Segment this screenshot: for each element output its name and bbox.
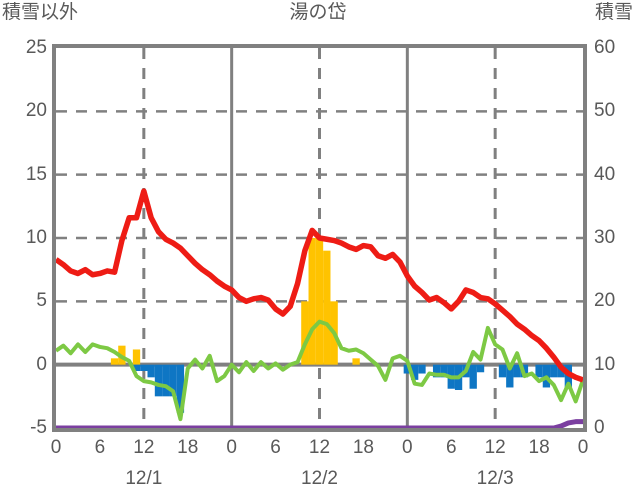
plot-area	[52, 44, 587, 432]
left-axis-tick: -5	[30, 417, 47, 438]
line-series-積雪深	[56, 419, 583, 428]
x-axis-tick: 6	[94, 437, 106, 458]
bar	[140, 364, 148, 371]
x-axis-tick: 12	[484, 437, 506, 458]
bar	[169, 364, 177, 397]
x-axis-tick: 18	[177, 437, 199, 458]
bar	[162, 364, 170, 397]
bar	[440, 364, 448, 378]
line-series-気温	[56, 188, 583, 383]
left-axis-title: 積雪以外	[2, 2, 79, 23]
right-axis-tick: 10	[594, 353, 616, 375]
x-axis-date-label: 12/3	[476, 468, 514, 489]
bar	[147, 364, 155, 378]
x-axis-tick: 12	[308, 437, 331, 458]
x-axis-date-label: 12/1	[125, 468, 163, 489]
right-axis-title: 積雪	[594, 2, 633, 23]
x-axis-date-label: 12/2	[301, 468, 338, 489]
bar	[132, 364, 141, 371]
bar	[301, 301, 309, 365]
right-axis-tick: 0	[594, 417, 605, 438]
bar	[535, 364, 543, 378]
bar	[308, 238, 316, 365]
bar	[154, 364, 163, 397]
bar	[418, 364, 426, 374]
bar	[506, 364, 514, 388]
bar	[513, 364, 521, 378]
left-axis-tick: 15	[25, 163, 47, 185]
bar	[352, 358, 360, 365]
bar	[403, 364, 411, 374]
bar	[469, 364, 477, 389]
x-axis-tick: 0	[226, 437, 237, 458]
bar	[110, 358, 119, 365]
bar	[498, 364, 507, 378]
bar	[550, 364, 558, 378]
bar	[476, 364, 485, 373]
line-series-風速	[56, 319, 583, 422]
bar	[557, 364, 565, 378]
bar	[315, 238, 324, 365]
bar	[323, 250, 331, 365]
x-axis-tick: 12	[133, 437, 155, 458]
right-axis-tick: 50	[594, 100, 616, 122]
bar-series-降雪量	[132, 364, 573, 413]
bar	[432, 364, 441, 378]
x-axis-tick: 18	[528, 437, 550, 458]
left-axis-tick: 0	[36, 353, 47, 375]
x-axis-tick: 6	[270, 437, 281, 458]
plot-svg	[56, 48, 583, 428]
x-axis-tick: 0	[50, 437, 62, 458]
left-axis-tick: 5	[36, 290, 47, 312]
left-axis-tick: 20	[25, 100, 47, 122]
x-axis-tick: 0	[402, 437, 413, 458]
bar-series-降水量	[110, 238, 360, 365]
bar	[410, 364, 419, 380]
left-axis-tick: 25	[25, 37, 47, 58]
x-axis-tick: 0	[577, 437, 589, 458]
right-axis-tick: 60	[594, 37, 616, 58]
right-axis-tick: 40	[594, 163, 616, 185]
x-axis-tick: 6	[445, 437, 457, 458]
bar	[132, 349, 141, 365]
right-axis-tick: 20	[594, 290, 616, 312]
bar	[176, 364, 185, 413]
right-axis-tick: 30	[594, 227, 616, 248]
chart-title: 湯の岱	[289, 2, 347, 23]
x-axis-tick: 18	[352, 437, 374, 458]
left-axis-tick: 10	[25, 227, 47, 248]
